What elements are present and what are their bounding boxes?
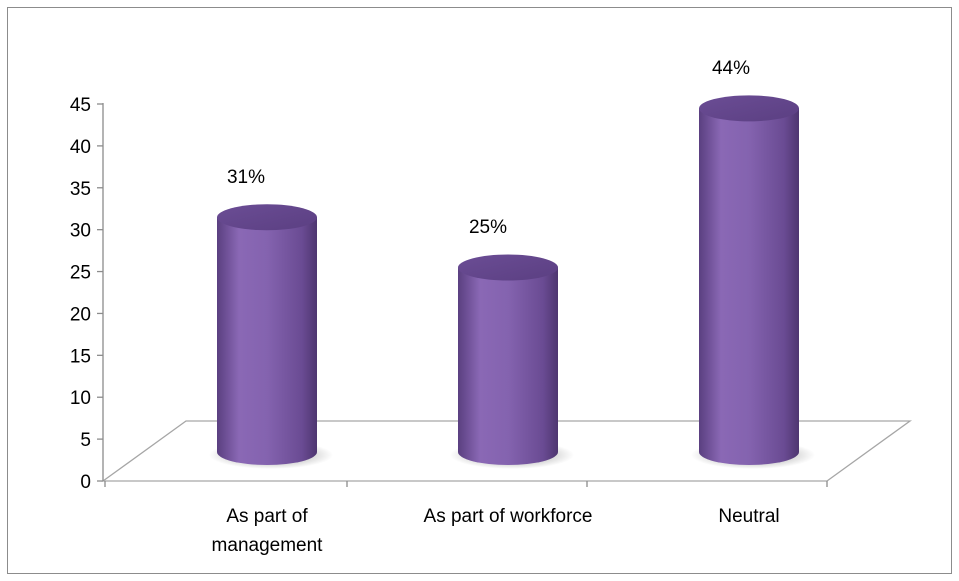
chart-floor [100,420,913,482]
y-tick-label: 10 [70,388,91,409]
data-label: 44% [712,58,750,79]
y-tick-label: 35 [70,179,91,200]
x-category-label: As part of management [212,506,324,556]
data-label: 31% [227,167,265,188]
bar-body [699,108,799,465]
y-tick-label: 40 [70,137,91,158]
labels: 31% 25% 44% As part of management As part of … [212,58,780,556]
x-category-label: Neutral [718,506,779,527]
bar [450,254,574,469]
data-label: 25% [469,217,507,238]
y-tick-label: 30 [70,221,91,242]
floor-plane [100,420,913,482]
y-tick-label: 5 [80,430,91,451]
y-tick-label: 25 [70,263,91,284]
bar-top [699,95,799,122]
value-axis: 0 5 10 15 20 25 30 35 40 45 [70,95,828,493]
bar [209,204,333,469]
bars [209,95,815,469]
bar-top [458,254,558,281]
bar [691,95,815,469]
bar-body [217,217,317,465]
x-category-label: As part of workforce [424,506,593,527]
bar-body [458,267,558,465]
bar-top [217,204,317,231]
y-tick-label: 15 [70,346,91,367]
y-tick-label: 45 [70,95,91,116]
y-tick-label: 20 [70,304,91,325]
y-tick-label: 0 [80,472,91,493]
